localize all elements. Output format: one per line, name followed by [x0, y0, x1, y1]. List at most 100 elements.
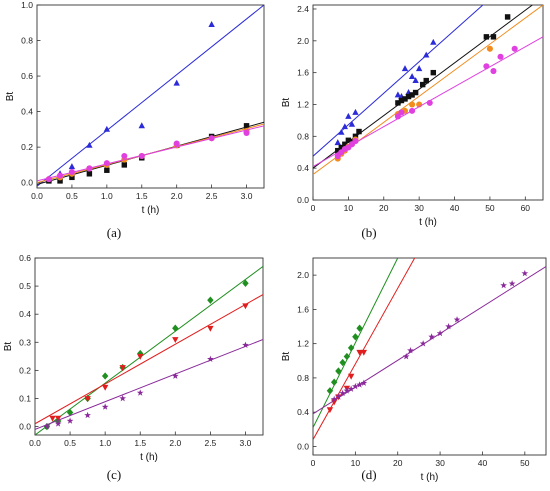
plot-frame [36, 4, 265, 189]
data-point-purple [500, 281, 507, 289]
series-black [313, 5, 533, 169]
y-tick-label: 0.0 [297, 441, 309, 451]
series-purple [313, 266, 546, 415]
data-point-magenta [490, 68, 497, 75]
series-green [35, 266, 263, 435]
data-point-red [207, 325, 214, 332]
data-point-red [360, 349, 368, 356]
data-point-black [419, 81, 426, 88]
x-tick-label: 2.5 [204, 438, 216, 448]
data-point-green [66, 408, 74, 417]
data-point-magenta [121, 152, 128, 160]
data-point-green [330, 378, 338, 386]
x-tick-label: 30 [435, 458, 445, 468]
data-point-green [101, 372, 109, 380]
data-point-black [86, 171, 93, 177]
x-axis-label: t (h) [142, 205, 160, 216]
series-blue [37, 5, 264, 187]
data-point-black [121, 162, 128, 168]
chart-panel-a: 0.0 0.5 1.0 1.5 2.0 2.5 3.0 0.0 0.2 0.4 0.6 0.8 1.0 t… [5, 0, 265, 216]
y-tick-label: 1.6 [297, 304, 309, 314]
data-point-magenta [409, 107, 416, 114]
data-point-blue [138, 122, 145, 129]
data-point-black [504, 14, 511, 20]
data-point-black [409, 92, 415, 98]
x-tick-label: 2.5 [206, 191, 218, 201]
data-point-purple [54, 420, 62, 427]
fit-line-green [35, 266, 263, 435]
data-point-purple [207, 355, 214, 362]
data-point-purple [508, 280, 516, 287]
x-tick-label: 40 [478, 458, 488, 468]
series-blue [313, 5, 484, 157]
x-tick-label: 2.0 [171, 191, 183, 201]
x-axis-label: t (h) [421, 472, 439, 483]
x-tick-label: 20 [393, 458, 403, 468]
data-point-blue [208, 21, 215, 27]
data-point-black [398, 97, 405, 104]
data-point-green [242, 279, 249, 287]
data-point-purple [343, 387, 351, 394]
x-tick-label: 0 [311, 458, 316, 468]
data-point-magenta [394, 113, 401, 120]
data-point-purple [356, 381, 363, 388]
data-point-black [423, 77, 429, 84]
x-tick-label: 0.0 [31, 191, 43, 201]
chart-panel-d: 0 10 20 30 40 50 0.0 0.4 0.8 1.2 1.6 2.0 t (h) Bt [281, 257, 547, 483]
y-tick-label: 1.2 [297, 339, 309, 349]
data-point-magenta [103, 160, 110, 167]
data-point-blue [173, 79, 180, 86]
data-point-blue [341, 123, 349, 130]
data-point-purple [43, 423, 51, 430]
data-point-magenta [352, 138, 359, 145]
data-point-purple [347, 385, 355, 392]
x-tick-label: 1.5 [136, 191, 148, 201]
y-tick-label: 0.6 [21, 71, 33, 81]
data-point-red [356, 349, 363, 356]
data-point-red [49, 415, 56, 422]
data-point-red [101, 384, 109, 391]
fit-line-green [313, 258, 399, 428]
x-tick-label: 3.0 [240, 438, 252, 448]
data-point-black [483, 34, 490, 40]
y-tick-label: 0.2 [21, 142, 33, 152]
panel-label-a: (a) [106, 225, 122, 240]
y-tick-label: 0.3 [19, 337, 31, 347]
data-point-black [356, 128, 362, 135]
data-point-green [356, 324, 363, 332]
y-tick-label: 0.8 [21, 36, 33, 46]
data-point-black [342, 141, 348, 148]
data-point-blue [415, 65, 423, 72]
data-point-blue [394, 91, 402, 98]
data-point-black [490, 34, 497, 40]
data-point-black [345, 137, 352, 144]
data-point-blue [338, 128, 345, 135]
data-point-purple [171, 372, 179, 379]
data-point-black [57, 178, 63, 184]
data-point-blue [352, 108, 359, 115]
y-tick-label: 0.4 [19, 309, 31, 319]
x-tick-label: 1.5 [134, 438, 146, 448]
data-point-black [243, 123, 250, 129]
data-point-purple [84, 411, 91, 419]
x-tick-label: 30 [414, 203, 424, 213]
y-tick-label: 2.0 [297, 36, 309, 46]
data-point-green [207, 296, 214, 304]
data-point-red [119, 365, 126, 372]
data-point-purple [453, 316, 461, 323]
y-axis-label: Bt [281, 352, 292, 362]
data-point-blue [68, 163, 76, 170]
x-tick-label: 50 [520, 458, 530, 468]
data-point-black [338, 144, 345, 151]
panel-label-d: (d) [361, 467, 377, 482]
data-point-purple [330, 395, 338, 403]
series-red [35, 294, 263, 425]
data-point-magenta [243, 129, 250, 136]
data-point-purple [419, 340, 427, 347]
x-tick-label: 0.0 [29, 438, 41, 448]
x-tick-label: 0.5 [64, 438, 76, 448]
data-point-purple [360, 379, 368, 386]
y-tick-label: 0.1 [19, 393, 31, 403]
y-tick-label: 2.4 [297, 4, 309, 14]
